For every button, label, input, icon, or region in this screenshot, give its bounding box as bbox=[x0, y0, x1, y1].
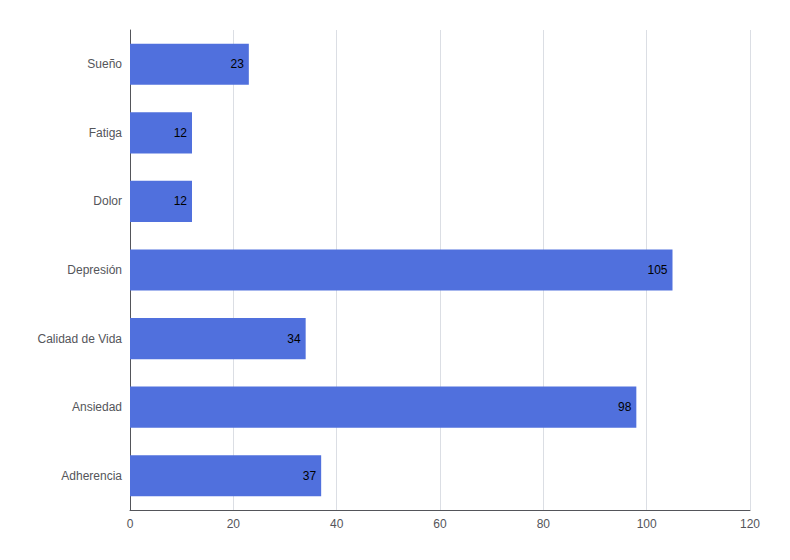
svg-text:0: 0 bbox=[127, 517, 134, 531]
svg-text:80: 80 bbox=[537, 517, 551, 531]
svg-text:Adherencia: Adherencia bbox=[61, 469, 122, 483]
svg-text:Fatiga: Fatiga bbox=[89, 126, 123, 140]
svg-text:34: 34 bbox=[287, 332, 301, 346]
svg-text:Sueño: Sueño bbox=[87, 57, 122, 71]
svg-text:60: 60 bbox=[433, 517, 447, 531]
svg-text:Dolor: Dolor bbox=[93, 194, 122, 208]
svg-text:23: 23 bbox=[230, 57, 244, 71]
svg-text:12: 12 bbox=[174, 194, 188, 208]
svg-text:40: 40 bbox=[330, 517, 344, 531]
svg-text:Ansiedad: Ansiedad bbox=[72, 400, 122, 414]
svg-text:37: 37 bbox=[303, 469, 317, 483]
svg-text:12: 12 bbox=[174, 126, 188, 140]
svg-text:98: 98 bbox=[618, 400, 632, 414]
svg-text:100: 100 bbox=[637, 517, 657, 531]
svg-text:120: 120 bbox=[740, 517, 760, 531]
svg-text:Depresión: Depresión bbox=[67, 263, 122, 277]
svg-text:20: 20 bbox=[227, 517, 241, 531]
svg-text:Calidad de Vida: Calidad de Vida bbox=[37, 332, 122, 346]
svg-text:105: 105 bbox=[647, 263, 667, 277]
